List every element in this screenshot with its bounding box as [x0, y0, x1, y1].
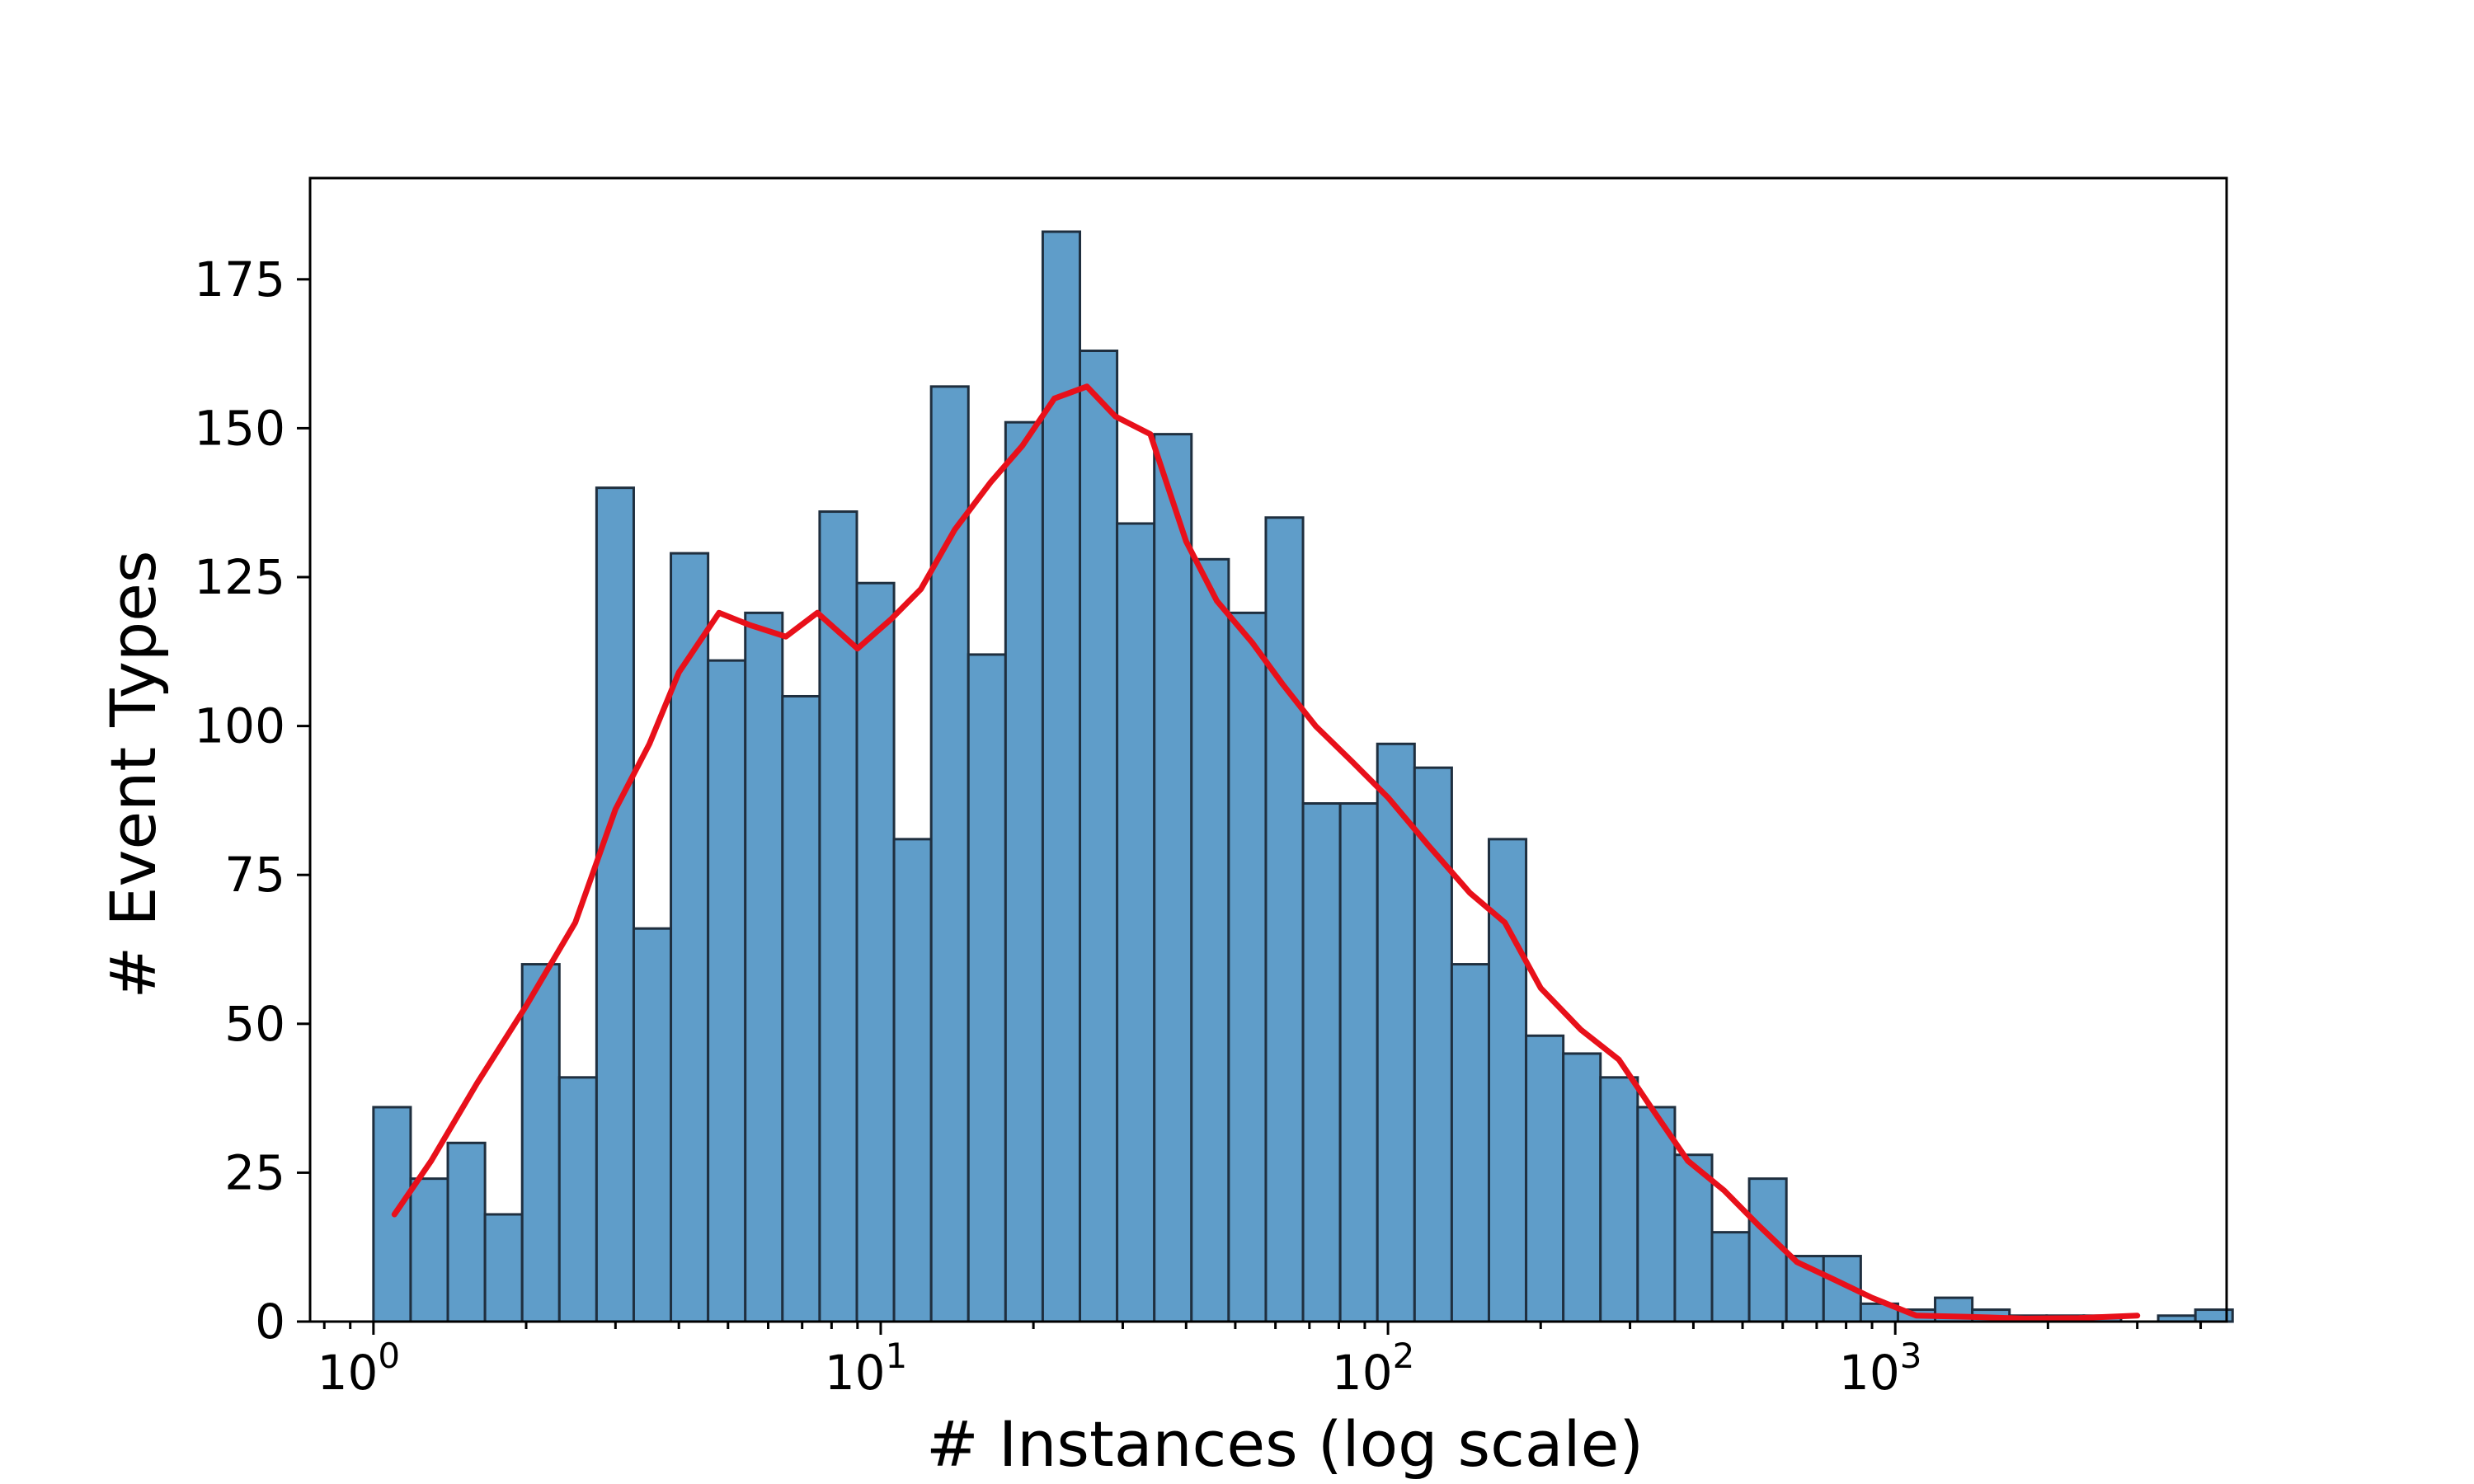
histogram-bar — [1190, 557, 1230, 1323]
histogram-bar — [967, 653, 1007, 1323]
x-tick-label: 100 — [317, 1336, 401, 1401]
histogram-bar — [1376, 742, 1416, 1323]
histogram-bar — [446, 1141, 487, 1323]
histogram-bar — [1599, 1076, 1639, 1323]
y-tick-label: 100 — [194, 698, 285, 754]
histogram-bar — [1264, 516, 1305, 1323]
histogram-bar — [670, 552, 710, 1323]
x-tick-label: 103 — [1839, 1336, 1922, 1401]
plot-frame — [308, 176, 2228, 1323]
kde-density-line — [391, 383, 2141, 1322]
y-tick-label: 25 — [224, 1144, 285, 1200]
histogram-bar — [483, 1213, 524, 1323]
histogram-bar — [520, 963, 561, 1323]
histogram-bars — [372, 230, 2234, 1323]
histogram-bar — [707, 659, 747, 1323]
histogram-bar — [929, 385, 970, 1323]
histogram-bar — [557, 1076, 598, 1323]
histogram-bar — [1747, 1177, 1788, 1323]
histogram-bar — [1562, 1052, 1602, 1323]
histogram-bar — [1079, 349, 1119, 1323]
y-tick-label: 125 — [194, 549, 285, 605]
histogram-bar — [409, 1177, 449, 1323]
y-axis: 0 25 50 75 100 125 150 175 — [194, 251, 310, 1350]
histogram-bar — [632, 927, 673, 1323]
histogram-bar — [1227, 611, 1268, 1323]
histogram-bar — [1116, 522, 1156, 1323]
y-tick-label: 150 — [194, 400, 285, 456]
y-axis-title: # Event Types — [96, 551, 170, 999]
histogram-bar — [744, 611, 784, 1323]
histogram-bar — [1636, 1106, 1677, 1323]
y-tick-label: 175 — [194, 251, 285, 308]
y-tick-label: 0 — [255, 1294, 285, 1350]
histogram-bar — [855, 581, 896, 1323]
x-tick-label: 101 — [825, 1336, 908, 1401]
histogram-bar — [1004, 420, 1044, 1323]
x-tick-label: 102 — [1332, 1336, 1415, 1401]
histogram-bar — [1525, 1034, 1565, 1323]
x-axis: 100 101 102 103 — [317, 1322, 2203, 1401]
histogram-bar — [1710, 1231, 1751, 1323]
histogram-bar — [1338, 802, 1379, 1323]
x-axis-title: # Instances (log scale) — [926, 1407, 1644, 1481]
y-tick-label: 75 — [224, 847, 285, 903]
y-tick-label: 50 — [224, 996, 285, 1052]
histogram-bar — [1450, 963, 1490, 1323]
histogram-bar — [1673, 1153, 1714, 1323]
histogram-bar — [1301, 802, 1342, 1323]
histogram-bar — [1153, 433, 1193, 1323]
histogram-bar — [595, 486, 635, 1323]
histogram-bar — [781, 694, 821, 1323]
histogram-bar — [892, 838, 933, 1323]
